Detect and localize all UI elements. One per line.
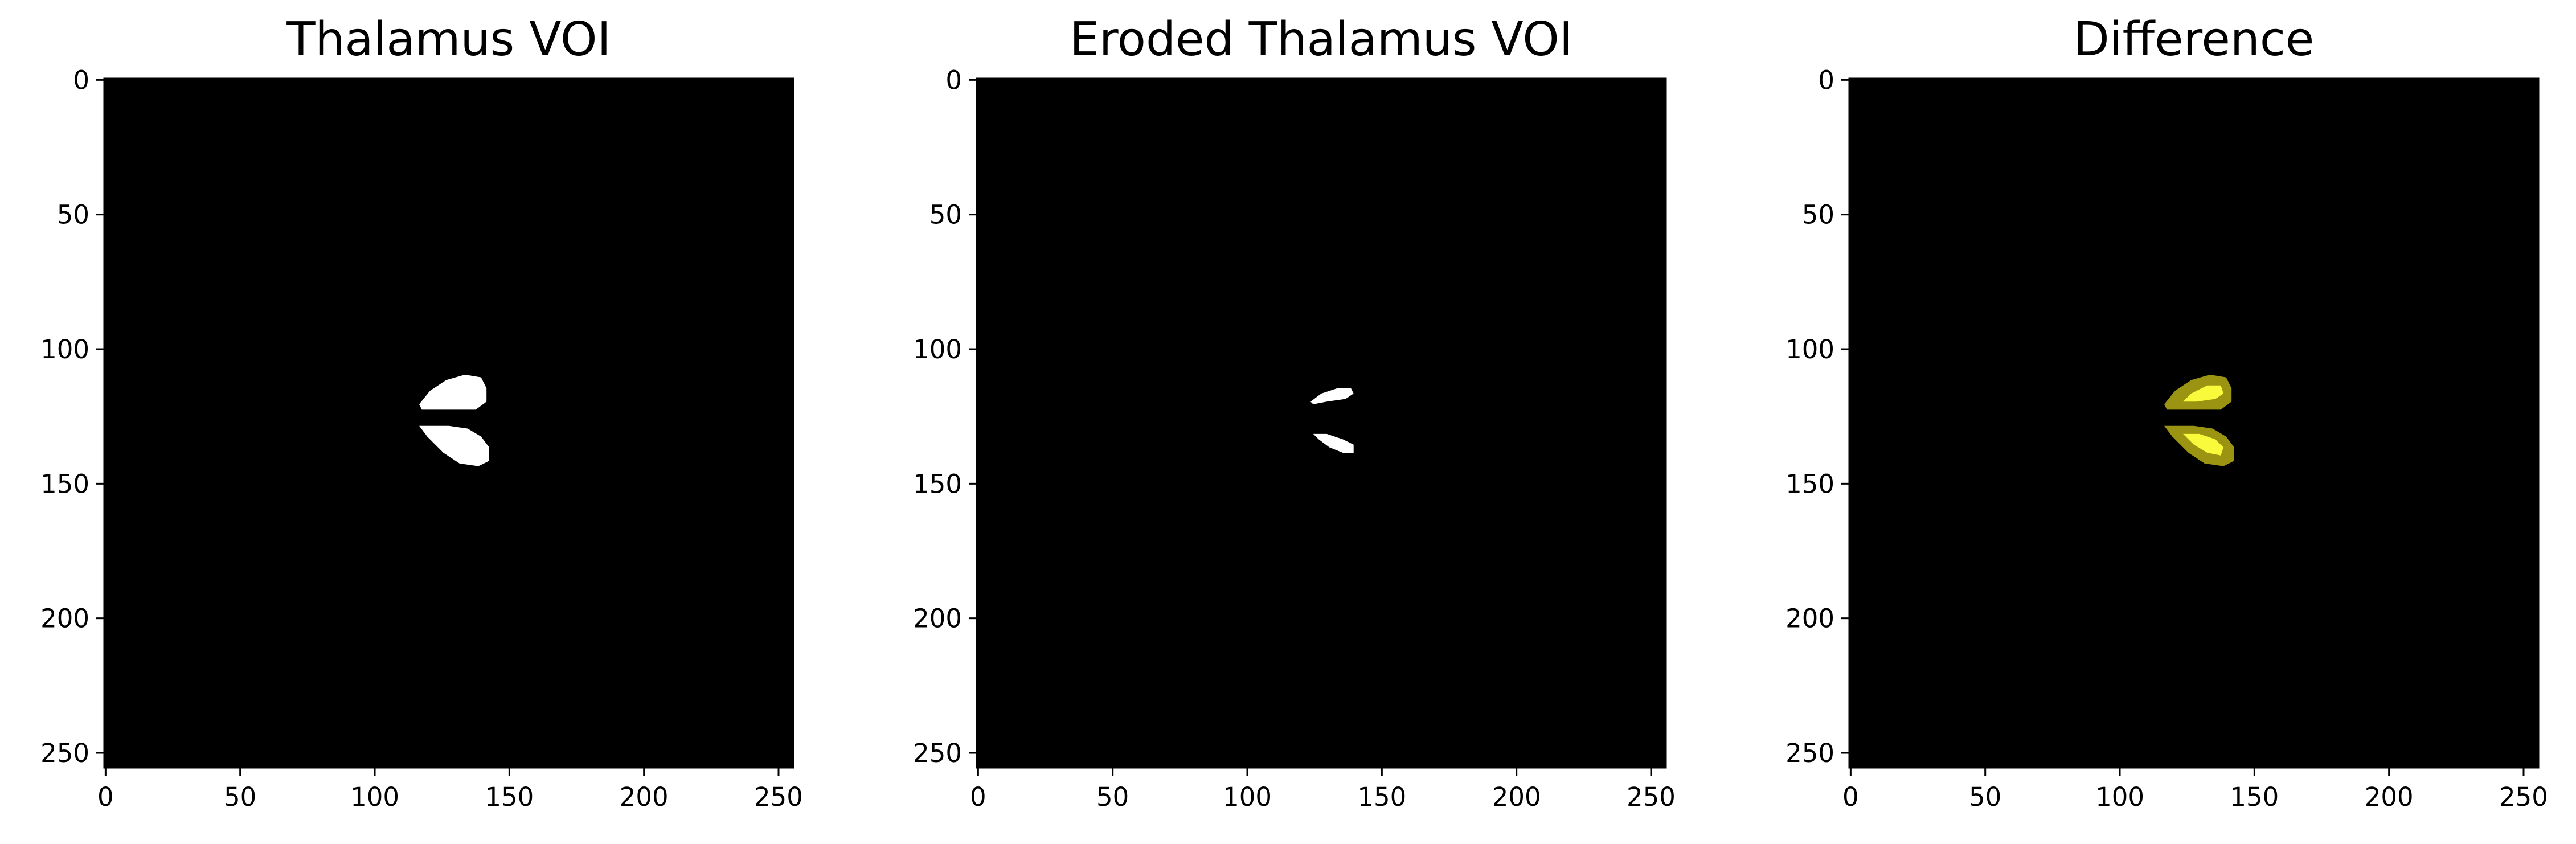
x-tick-label: 100 [1223, 782, 1272, 812]
image-area [104, 79, 793, 768]
x-tick-label: 50 [1096, 782, 1129, 812]
panel-1: Thalamus VOI 0 50 100 150 200 250 0 50 100 150 200 2… [40, 13, 803, 812]
upper-eroded-core [2183, 385, 2223, 402]
y-tick-label: 150 [1785, 469, 1834, 499]
x-tick-label: 100 [350, 782, 399, 812]
x-tick-label: 200 [2365, 782, 2414, 812]
x-tick-label: 0 [97, 782, 114, 812]
y-tick-label: 250 [1785, 738, 1834, 768]
x-tick-label: 150 [1357, 782, 1406, 812]
x-tick-label: 250 [2499, 782, 2548, 812]
y-tick-label: 150 [40, 469, 89, 499]
y-tick-label: 200 [40, 604, 89, 634]
x-tick-label: 150 [2230, 782, 2279, 812]
panel-2: Eroded Thalamus VOI 0 50 100 150 200 250 0 50 100… [913, 13, 1676, 812]
x-tick-label: 0 [1842, 782, 1859, 812]
panel-title: Difference [2074, 13, 2315, 67]
x-tick-label: 200 [620, 782, 669, 812]
x-tick-label: 50 [224, 782, 256, 812]
y-tick-label: 200 [913, 604, 962, 634]
y-tick-label: 0 [945, 65, 962, 95]
y-tick-label: 100 [1785, 334, 1834, 364]
x-tick-label: 0 [970, 782, 986, 812]
x-tick-label: 100 [2095, 782, 2144, 812]
x-tick-label: 250 [1627, 782, 1676, 812]
y-tick-label: 100 [913, 334, 962, 364]
axes-frame [976, 77, 1667, 769]
panel-title: Thalamus VOI [286, 13, 611, 67]
axes-frame [103, 77, 794, 769]
lower-eroded-core [2183, 433, 2223, 456]
x-tick-label: 200 [1492, 782, 1541, 812]
lower-thalamus-region [419, 425, 489, 466]
lower-thalamus-region [1313, 433, 1354, 453]
y-tick-label: 100 [40, 334, 89, 364]
x-tick-label: 250 [754, 782, 803, 812]
axes-frame [1848, 77, 2540, 769]
upper-thalamus-region [419, 374, 487, 410]
y-tick-label: 50 [929, 200, 962, 230]
y-tick-label: 0 [73, 65, 89, 95]
y-tick-label: 50 [57, 200, 89, 230]
y-tick-label: 150 [913, 469, 962, 499]
y-tick-label: 50 [1802, 200, 1834, 230]
image-area [977, 79, 1666, 768]
y-tick-label: 0 [1818, 65, 1834, 95]
image-area [1849, 79, 2538, 768]
panel-title: Eroded Thalamus VOI [1070, 13, 1573, 67]
x-tick-label: 150 [485, 782, 534, 812]
panel-3: Difference 0 50 100 150 200 250 0 50 100 150 200 250 [1785, 13, 2548, 812]
y-tick-label: 200 [1785, 604, 1834, 634]
x-tick-label: 50 [1969, 782, 2001, 812]
y-tick-label: 250 [913, 738, 962, 768]
y-tick-label: 250 [40, 738, 89, 768]
upper-thalamus-region [1310, 388, 1354, 404]
